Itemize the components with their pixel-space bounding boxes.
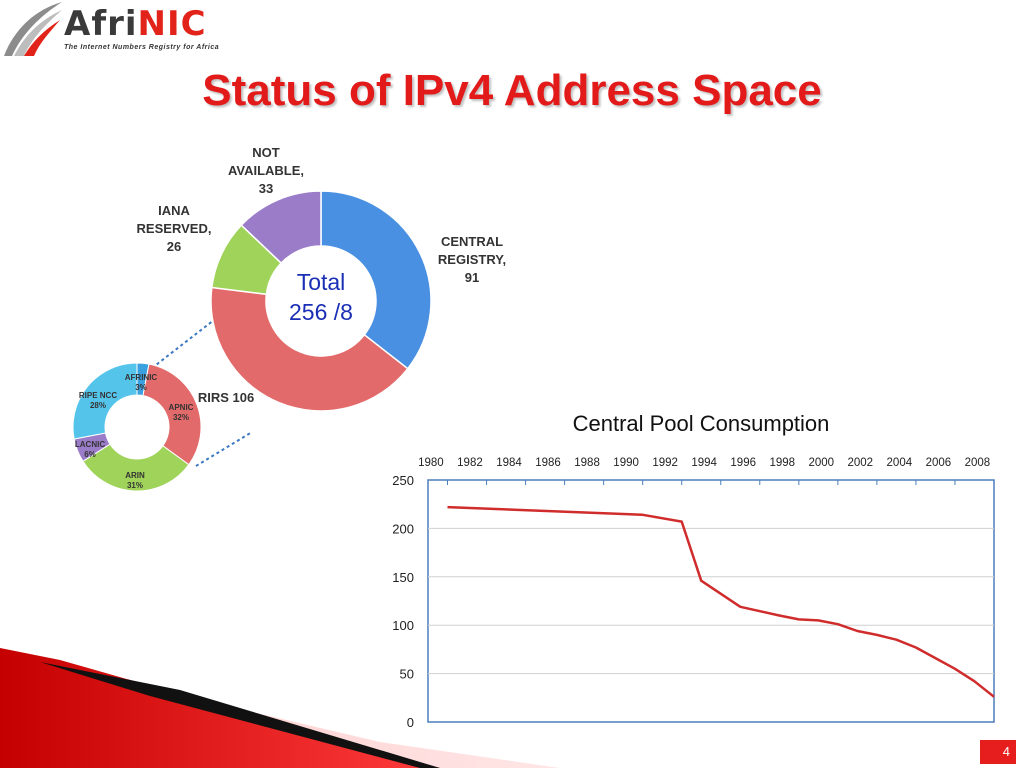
- logo-name-nic: NIC: [137, 4, 207, 44]
- x-tick-label: 1984: [496, 457, 522, 469]
- y-tick-label: 150: [392, 570, 414, 585]
- x-tick-label: 1990: [613, 457, 639, 469]
- total-donut-chart: Total 256 /8 CENTRAL REGISTRY, 91 RIRS 106 IAN…: [137, 145, 506, 412]
- x-tick-label: 1994: [691, 457, 717, 469]
- x-tick-label: 1980: [418, 457, 444, 469]
- page-number: 4: [980, 740, 1016, 764]
- donut-hole: [266, 246, 376, 356]
- label-afrinic: AFRINIC 3%: [125, 373, 158, 392]
- y-tick-label: 0: [407, 715, 414, 730]
- label-not-available: NOT AVAILABLE, 33: [228, 145, 304, 196]
- logo-name-afri: Afri: [64, 4, 138, 44]
- y-tick-label: 200: [392, 521, 414, 536]
- x-tick-label: 1996: [730, 457, 756, 469]
- x-tick-label: 1986: [535, 457, 561, 469]
- line-chart-title: Central Pool Consumption: [573, 411, 830, 436]
- label-apnic: APNIC 32%: [169, 403, 194, 422]
- x-tick-label: 2006: [926, 457, 952, 469]
- central-pool-line-chart: 1980 1982 1984 1986 1988 1990 1992 1994 1996 1998…: [380, 411, 1004, 740]
- y-tick-label: 50: [400, 667, 414, 682]
- grid-lines: [428, 527, 994, 675]
- footer-swoosh-black: [40, 662, 440, 768]
- slice-apnic: [142, 363, 202, 466]
- label-central-registry: CENTRAL REGISTRY, 91: [438, 234, 506, 285]
- x-tick-label: 1982: [457, 457, 483, 469]
- label-rirs: RIRS 106: [198, 390, 254, 405]
- label-iana-reserved: IANA RESERVED, 26: [137, 203, 212, 254]
- label-lacnic: LACNIC 6%: [75, 440, 105, 459]
- rir-donut-chart: AFRINIC 3% APNIC 32% ARIN 31% LACNIC 6% RIPE NCC…: [72, 362, 202, 492]
- x-tick-label: 1998: [769, 457, 795, 469]
- afrinic-logo-icon: [4, 2, 62, 56]
- label-arin: ARIN 31%: [125, 471, 145, 490]
- plot-area: [427, 479, 995, 723]
- logo-tagline: The Internet Numbers Registry for Africa: [64, 44, 220, 51]
- connector-line-top: [151, 319, 215, 369]
- x-tick-label: 2002: [848, 457, 874, 469]
- y-tick-label: 250: [392, 473, 414, 488]
- x-tick-label: 1992: [652, 457, 678, 469]
- y-tick-labels: 0 50 100 150 200 250: [392, 473, 414, 730]
- x-tick-label: 2000: [808, 457, 834, 469]
- logo-name: AfriNIC: [64, 4, 207, 44]
- x-tick-label: 1988: [574, 457, 600, 469]
- x-tick-label: 2004: [887, 457, 913, 469]
- slide-title: Status of IPv4 Address Space: [202, 66, 822, 115]
- series-line: [447, 505, 995, 698]
- donut-center-text: Total 256 /8: [289, 269, 353, 325]
- slice-arin: [82, 443, 190, 492]
- x-tick-label: 2008: [965, 457, 991, 469]
- label-ripe-ncc: RIPE NCC 28%: [79, 391, 117, 410]
- y-tick-label: 100: [392, 618, 414, 633]
- afrinic-logo: AfriNIC The Internet Numbers Registry fo…: [0, 0, 240, 60]
- slice-ripe-ncc: [72, 362, 138, 440]
- x-tick-labels: 1980 1982 1984 1986 1988 1990 1992 1994 1996 1998…: [418, 457, 995, 485]
- connector-line-bottom: [195, 431, 253, 467]
